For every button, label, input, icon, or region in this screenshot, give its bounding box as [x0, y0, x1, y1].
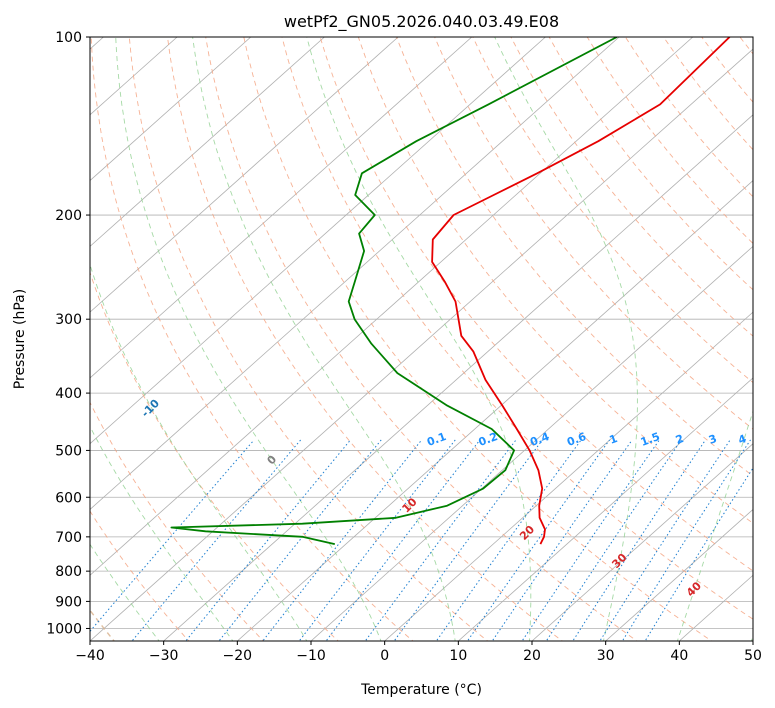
dry-adiabat-line: [243, 37, 713, 641]
mixing-ratio-line: [572, 439, 706, 641]
mixing-ratio-label: 0.1: [425, 430, 448, 449]
dry-adiabat-line: [90, 401, 265, 641]
dry-adiabat-line: [357, 37, 753, 524]
y-tick-label: 400: [55, 386, 82, 402]
isotherm-line: [384, 311, 753, 641]
mixing-ratio-label: 1.5: [639, 430, 662, 449]
isotherm-line: [90, 37, 694, 576]
mixing-ratio-label: 0.4: [528, 430, 551, 449]
x-tick-label: −30: [149, 648, 179, 664]
isotherm-line: [90, 37, 325, 247]
dry-adiabat-line: [128, 37, 489, 641]
isotherm-line: [90, 37, 252, 182]
moist-adiabat-line: [90, 425, 234, 641]
mixing-ratio-line: [521, 439, 660, 641]
y-axis-label: Pressure (hPa): [12, 289, 28, 389]
dry-adiabat-line: [548, 37, 753, 291]
x-tick-label: 40: [670, 648, 688, 664]
dry-adiabat-line: [90, 37, 414, 641]
y-tick-label: 700: [55, 530, 82, 546]
dry-adiabat-line: [395, 37, 753, 477]
isotherm-line: [458, 377, 753, 641]
dry-adiabat-line: [205, 37, 638, 641]
x-tick-label: 20: [523, 648, 541, 664]
mixing-ratio-line: [262, 439, 423, 641]
dry-adiabat-line: [90, 271, 339, 641]
mixing-ratio-line: [466, 439, 611, 641]
chart-title: wetPf2_GN05.2026.040.03.49.E08: [284, 12, 559, 32]
mixing-ratio-line: [621, 439, 751, 641]
plot-frame: [89, 36, 754, 642]
mixing-ratio-label: 2: [674, 432, 686, 447]
isotherm-line: [90, 37, 473, 379]
mixing-ratio-label: 3: [707, 432, 719, 447]
isotherm-line: [605, 508, 753, 641]
isotherm-line: [90, 48, 753, 641]
isotherm-line: [310, 245, 753, 641]
isotherm-line: [90, 37, 620, 510]
mixing-ratio-label: 0.6: [565, 430, 588, 449]
dry-adiabat-line: [281, 37, 753, 620]
y-tick-label: 900: [55, 594, 82, 610]
moist-adiabat-line: [192, 37, 456, 641]
isotherm-line: [90, 37, 546, 445]
mixing-ratio-line: [545, 439, 682, 641]
y-tick-label: 1000: [46, 621, 82, 637]
y-tick-label: 300: [55, 312, 82, 328]
mixing-ratio-line: [644, 467, 753, 641]
moist-adiabat-line: [494, 37, 638, 641]
isotherm-line: [163, 114, 753, 641]
mixing-ratio-line: [435, 439, 582, 641]
x-tick-label: −40: [75, 648, 105, 664]
background-lines: [90, 37, 753, 641]
mixing-ratio-line: [325, 439, 481, 641]
x-tick-label: −20: [223, 648, 253, 664]
mixing-ratio-line: [599, 439, 731, 641]
x-axis-label: Temperature (°C): [360, 682, 482, 698]
x-tick-label: 10: [449, 648, 467, 664]
mixing-ratio-label: 4: [736, 432, 748, 447]
dry-adiabat-line: [167, 37, 564, 641]
isotherm-line: [237, 180, 753, 641]
x-tick-label: −10: [296, 648, 326, 664]
dry-adiabat-line: [434, 37, 753, 430]
y-tick-label: 200: [55, 208, 82, 224]
moist-adiabat-line: [90, 263, 308, 641]
mixing-ratio-label: 0.2: [477, 430, 500, 449]
dry-adiabat-line: [90, 510, 190, 641]
dewpoint-profile-line: [170, 37, 618, 545]
mixing-ratio-line: [90, 439, 255, 633]
y-tick-label: 800: [55, 564, 82, 580]
x-tick-label: 50: [744, 648, 762, 664]
y-tick-label: 600: [55, 490, 82, 506]
profile-lines: [170, 37, 731, 545]
axis-ticks: −40 −30 −20 −10 0 10 20 30 40 50 100 200 300 400 500 60…: [46, 30, 762, 664]
isotherm-line: [90, 37, 399, 313]
isotherm-line: [531, 443, 753, 641]
y-tick-label: 500: [55, 443, 82, 459]
y-tick-label: 100: [55, 30, 82, 46]
x-tick-label: 0: [380, 648, 389, 664]
moist-adiabat-line: [115, 37, 382, 641]
mixing-ratio-label: 1: [608, 432, 620, 447]
moist-adiabat-line: [306, 37, 532, 641]
temperature-profile-line: [431, 37, 731, 545]
mixing-ratio-line: [218, 439, 382, 641]
x-tick-label: 30: [597, 648, 615, 664]
moist-adiabat-line: [676, 409, 753, 641]
